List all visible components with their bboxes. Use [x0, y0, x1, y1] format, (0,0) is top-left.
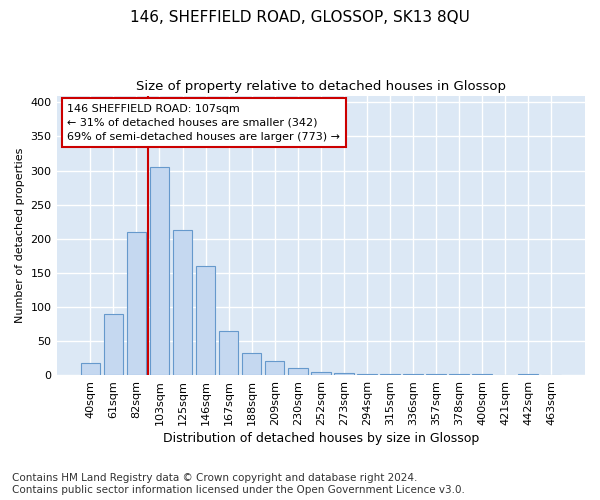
Bar	[472, 374, 492, 375]
Bar	[380, 374, 400, 375]
X-axis label: Distribution of detached houses by size in Glossop: Distribution of detached houses by size …	[163, 432, 479, 445]
Bar	[173, 230, 193, 375]
Bar	[518, 374, 538, 375]
Bar	[196, 266, 215, 375]
Title: Size of property relative to detached houses in Glossop: Size of property relative to detached ho…	[136, 80, 506, 93]
Bar	[449, 374, 469, 375]
Bar	[403, 374, 423, 375]
Bar	[334, 373, 353, 375]
Y-axis label: Number of detached properties: Number of detached properties	[15, 148, 25, 323]
Bar	[127, 232, 146, 375]
Bar	[104, 314, 123, 375]
Bar	[288, 368, 308, 375]
Text: Contains HM Land Registry data © Crown copyright and database right 2024.
Contai: Contains HM Land Registry data © Crown c…	[12, 474, 465, 495]
Text: 146, SHEFFIELD ROAD, GLOSSOP, SK13 8QU: 146, SHEFFIELD ROAD, GLOSSOP, SK13 8QU	[130, 10, 470, 25]
Bar	[311, 372, 331, 375]
Bar	[242, 354, 262, 375]
Bar	[426, 374, 446, 375]
Bar	[219, 331, 238, 375]
Bar	[265, 362, 284, 375]
Text: 146 SHEFFIELD ROAD: 107sqm
← 31% of detached houses are smaller (342)
69% of sem: 146 SHEFFIELD ROAD: 107sqm ← 31% of deta…	[67, 104, 340, 142]
Bar	[357, 374, 377, 375]
Bar	[80, 364, 100, 375]
Bar	[149, 167, 169, 375]
